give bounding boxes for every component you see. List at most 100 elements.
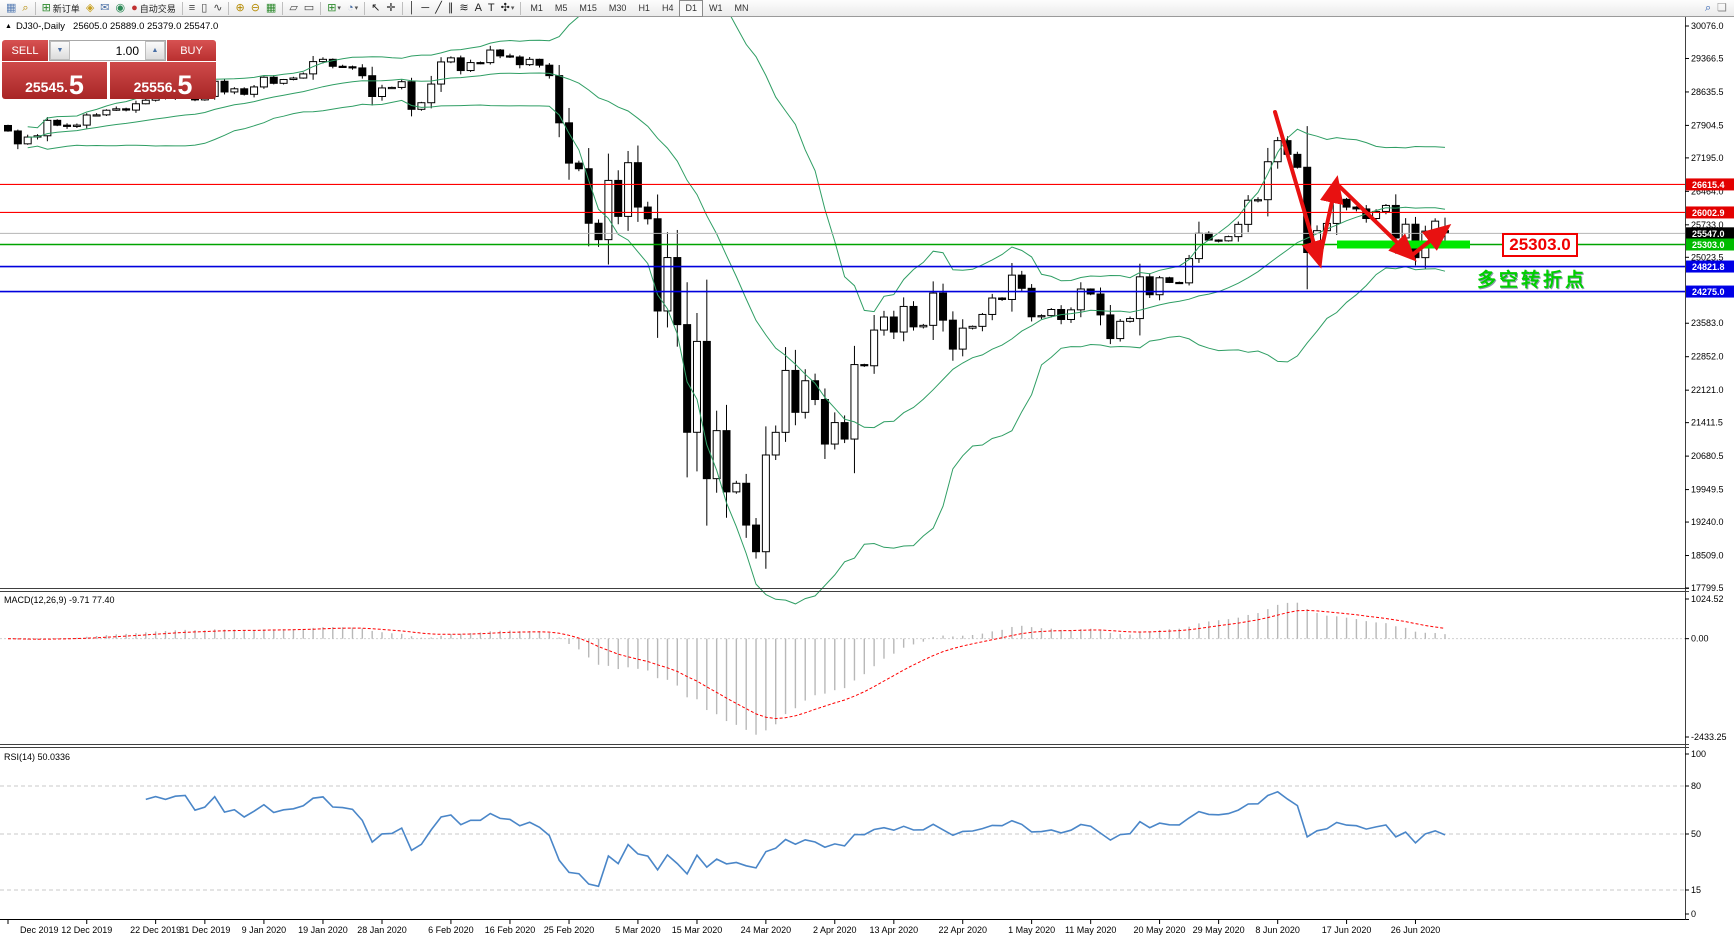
pivot-annotation-text[interactable]: 多空转折点 bbox=[1477, 270, 1588, 291]
trend-zigzag-arrows[interactable] bbox=[1273, 110, 1452, 269]
toolbar-separator bbox=[228, 1, 230, 15]
svg-text:26 Jun 2020: 26 Jun 2020 bbox=[1391, 925, 1441, 935]
svg-text:18509.0: 18509.0 bbox=[1691, 551, 1724, 561]
equidistant-channel-button[interactable]: ∥ bbox=[445, 1, 457, 16]
tile-windows-button[interactable]: ▦ bbox=[263, 1, 279, 16]
svg-text:26615.4: 26615.4 bbox=[1692, 180, 1725, 190]
autotrading-button[interactable]: ● 自动交易 bbox=[128, 1, 179, 16]
svg-text:22121.0: 22121.0 bbox=[1691, 385, 1724, 395]
community-button[interactable]: ❏ bbox=[1714, 1, 1730, 16]
svg-text:-2433.25: -2433.25 bbox=[1691, 732, 1727, 742]
svg-text:29366.5: 29366.5 bbox=[1691, 53, 1724, 63]
svg-text:9 Jan 2020: 9 Jan 2020 bbox=[242, 925, 287, 935]
zoom-in-button[interactable]: ⊕ bbox=[232, 1, 247, 16]
timeframe-h4-button[interactable]: H4 bbox=[661, 3, 674, 13]
buy-button[interactable]: BUY bbox=[167, 40, 216, 61]
chart-area[interactable]: 30076.0 29366.5 28635.5 27904.5 27195.0 26464… bbox=[0, 17, 1734, 941]
line-chart-icon: ∿ bbox=[213, 1, 223, 14]
sell-price-pips: 5 bbox=[68, 70, 84, 100]
chart-window-icon: ▦ bbox=[6, 1, 17, 14]
candlestick-chart-button[interactable]: ▯ bbox=[198, 1, 210, 16]
candlestick-series bbox=[4, 45, 1449, 569]
symbol-collapse-icon[interactable]: ▲ bbox=[5, 23, 12, 30]
indicator-list-button[interactable]: ◈ bbox=[83, 1, 97, 16]
sell-price[interactable]: 25545. 5 bbox=[2, 62, 107, 99]
trendline-button[interactable]: ╱ bbox=[432, 1, 445, 16]
fibonacci-icon: ≋ bbox=[459, 1, 469, 14]
text-label-button[interactable]: T bbox=[485, 1, 498, 16]
buy-price-int: 25556. bbox=[133, 79, 177, 95]
horizontal-line-button[interactable]: ─ bbox=[418, 1, 432, 16]
search-button[interactable]: ⌕ bbox=[1702, 1, 1714, 16]
data-preview-button[interactable]: ⌕ bbox=[19, 1, 31, 16]
timeframe-mn-button[interactable]: MN bbox=[734, 3, 749, 13]
svg-text:16 Feb 2020: 16 Feb 2020 bbox=[485, 925, 536, 935]
cursor-button[interactable]: ↖ bbox=[368, 1, 383, 16]
new-chart-dropdown-icon[interactable]: ▾ bbox=[337, 5, 341, 12]
zoom-out-button[interactable]: ⊖ bbox=[248, 1, 263, 16]
candlestick-chart-icon: ▯ bbox=[201, 1, 208, 14]
crosshair-button[interactable]: ✛ bbox=[383, 1, 398, 16]
period-selector-dropdown-icon[interactable]: ▾ bbox=[354, 5, 359, 12]
arrange-windows-button[interactable]: ▭ bbox=[301, 1, 317, 16]
period-selector-button[interactable]: ◔ ▾ bbox=[344, 1, 361, 16]
svg-text:11 May 2020: 11 May 2020 bbox=[1065, 925, 1116, 935]
svg-text:100: 100 bbox=[1691, 749, 1706, 759]
svg-text:6 Feb 2020: 6 Feb 2020 bbox=[428, 925, 474, 935]
text-icon: A bbox=[474, 1, 482, 14]
svg-text:25733.0: 25733.0 bbox=[1691, 220, 1724, 230]
autotrading-label: 自动交易 bbox=[139, 3, 176, 14]
timeframe-h1-button[interactable]: H1 bbox=[638, 3, 650, 13]
timeframe-w1-button[interactable]: W1 bbox=[708, 3, 723, 13]
svg-text:25023.5: 25023.5 bbox=[1691, 252, 1724, 262]
buy-price-pips: 5 bbox=[177, 70, 193, 100]
vertical-line-button[interactable]: │ bbox=[406, 1, 419, 16]
mailbox-icon: ✉ bbox=[100, 1, 110, 14]
svg-text:26002.9: 26002.9 bbox=[1692, 208, 1725, 218]
arrows-list-dropdown-icon[interactable]: ▾ bbox=[510, 5, 515, 12]
signals-button[interactable]: ◉ bbox=[113, 1, 129, 16]
timeframe-m1-button[interactable]: M1 bbox=[530, 3, 543, 13]
svg-text:28635.5: 28635.5 bbox=[1691, 87, 1724, 97]
svg-text:23583.0: 23583.0 bbox=[1691, 318, 1724, 328]
mailbox-button[interactable]: ✉ bbox=[97, 1, 112, 16]
bar-chart-button[interactable]: ≡ bbox=[186, 1, 198, 16]
fibonacci-button[interactable]: ≋ bbox=[456, 1, 471, 16]
cascade-windows-button[interactable]: ▱ bbox=[286, 1, 300, 16]
timeframe-m30-button[interactable]: M30 bbox=[608, 3, 627, 13]
svg-text:28 Jan 2020: 28 Jan 2020 bbox=[357, 925, 407, 935]
arrows-list-icon: ✣ bbox=[500, 1, 510, 14]
chart-window-button[interactable]: ▦ bbox=[3, 1, 19, 16]
buy-price[interactable]: 25556. 5 bbox=[110, 62, 216, 99]
timeframe-d1-button[interactable]: D1 bbox=[679, 0, 703, 17]
svg-text:29 May 2020: 29 May 2020 bbox=[1193, 925, 1245, 935]
new-order-button[interactable]: ⊞ 新订单 bbox=[39, 1, 83, 16]
svg-text:20680.5: 20680.5 bbox=[1691, 451, 1724, 461]
sell-button[interactable]: SELL bbox=[2, 40, 48, 61]
new-chart-button[interactable]: ⊞ ▾ bbox=[324, 1, 344, 16]
symbol-header: ▲ DJ30-,Daily 25605.0 25889.0 25379.0 25… bbox=[5, 21, 218, 32]
cursor-icon: ↖ bbox=[371, 1, 381, 14]
volume-increase-button[interactable]: ▲ bbox=[145, 41, 165, 60]
toolbar-separator bbox=[364, 1, 366, 15]
toolbar-separator bbox=[34, 1, 36, 15]
timeframe-m5-button[interactable]: M5 bbox=[554, 3, 568, 13]
volume-decrease-button[interactable]: ▼ bbox=[50, 41, 70, 60]
svg-text:21411.5: 21411.5 bbox=[1691, 418, 1723, 428]
price-axis[interactable]: 30076.0 29366.5 28635.5 27904.5 27195.0 26464… bbox=[1685, 21, 1734, 593]
svg-text:31 Dec 2019: 31 Dec 2019 bbox=[179, 925, 230, 935]
text-button[interactable]: A bbox=[472, 1, 485, 16]
svg-text:50: 50 bbox=[1691, 829, 1701, 839]
line-chart-button[interactable]: ∿ bbox=[210, 1, 225, 16]
svg-text:15: 15 bbox=[1691, 885, 1701, 895]
price-callout-label[interactable]: 25303.0 bbox=[1502, 233, 1578, 257]
volume-input[interactable]: 1.00 bbox=[115, 43, 139, 58]
community-icon: ❏ bbox=[1717, 2, 1727, 14]
symbol-period-label: DJ30-,Daily bbox=[15, 21, 66, 32]
timeframe-m15-button[interactable]: M15 bbox=[579, 3, 597, 13]
arrows-list-button[interactable]: ✣ ▾ bbox=[498, 1, 518, 16]
arrange-windows-icon: ▭ bbox=[303, 1, 315, 14]
sell-price-int: 25545. bbox=[25, 79, 68, 95]
